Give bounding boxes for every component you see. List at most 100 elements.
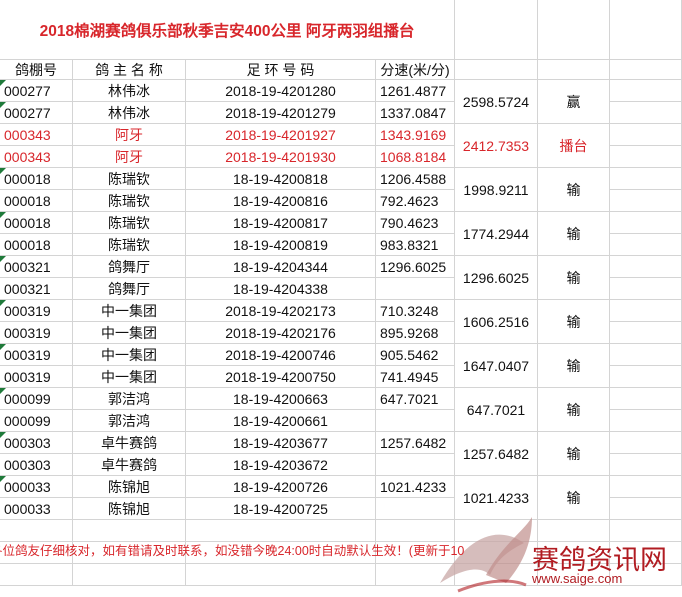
speed-cell[interactable]: 1206.4588: [376, 168, 455, 190]
speed-cell[interactable]: [376, 454, 455, 476]
header-loft[interactable]: 鸽棚号: [0, 60, 73, 80]
sheet-title[interactable]: 2018棉湖赛鸽俱乐部秋季吉安400公里 阿牙两羽组播台: [0, 0, 455, 60]
loft-cell[interactable]: 000018: [0, 234, 73, 256]
group-result-cell[interactable]: 输: [538, 300, 610, 344]
ring-cell[interactable]: 18-19-4200663: [186, 388, 376, 410]
owner-cell[interactable]: 中一集团: [73, 322, 186, 344]
header-speed[interactable]: 分速(米/分): [376, 60, 455, 80]
empty-cell[interactable]: [455, 564, 538, 586]
empty-cell[interactable]: [186, 542, 376, 564]
empty-cell[interactable]: [610, 234, 682, 256]
group-result-cell[interactable]: 输: [538, 432, 610, 476]
owner-cell[interactable]: 阿牙: [73, 146, 186, 168]
ring-cell[interactable]: 2018-19-4200750: [186, 366, 376, 388]
speed-cell[interactable]: 1343.9169: [376, 124, 455, 146]
owner-cell[interactable]: 林伟冰: [73, 102, 186, 124]
empty-cell[interactable]: [376, 542, 455, 564]
speed-cell[interactable]: 983.8321: [376, 234, 455, 256]
speed-cell[interactable]: 792.4623: [376, 190, 455, 212]
owner-cell[interactable]: 陈瑞钦: [73, 234, 186, 256]
speed-cell[interactable]: 710.3248: [376, 300, 455, 322]
owner-cell[interactable]: 阿牙: [73, 124, 186, 146]
group-result-cell[interactable]: 输: [538, 344, 610, 388]
loft-cell[interactable]: 000018: [0, 190, 73, 212]
owner-cell[interactable]: 陈锦旭: [73, 476, 186, 498]
empty-cell[interactable]: [610, 432, 682, 454]
empty-cell[interactable]: [538, 520, 610, 542]
empty-cell[interactable]: [73, 520, 186, 542]
speed-cell[interactable]: 905.5462: [376, 344, 455, 366]
empty-cell[interactable]: [538, 60, 610, 80]
empty-cell[interactable]: [610, 476, 682, 498]
empty-cell[interactable]: [610, 102, 682, 124]
header-ring[interactable]: 足 环 号 码: [186, 60, 376, 80]
group-total-cell[interactable]: 1257.6482: [455, 432, 538, 476]
empty-cell[interactable]: [376, 520, 455, 542]
group-total-cell[interactable]: 647.7021: [455, 388, 538, 432]
empty-cell[interactable]: [610, 366, 682, 388]
group-result-cell[interactable]: 输: [538, 168, 610, 212]
group-result-cell[interactable]: 输: [538, 476, 610, 520]
ring-cell[interactable]: 2018-19-4201279: [186, 102, 376, 124]
loft-cell[interactable]: 000277: [0, 80, 73, 102]
empty-cell[interactable]: [186, 564, 376, 586]
speed-cell[interactable]: 1068.8184: [376, 146, 455, 168]
group-total-cell[interactable]: 1998.9211: [455, 168, 538, 212]
owner-cell[interactable]: 陈瑞钦: [73, 212, 186, 234]
group-result-cell[interactable]: 赢: [538, 80, 610, 124]
loft-cell[interactable]: 000277: [0, 102, 73, 124]
speed-cell[interactable]: 1021.4233: [376, 476, 455, 498]
ring-cell[interactable]: 18-19-4203677: [186, 432, 376, 454]
group-total-cell[interactable]: 2412.7353: [455, 124, 538, 168]
owner-cell[interactable]: 鸽舞厅: [73, 256, 186, 278]
header-owner[interactable]: 鸽 主 名 称: [73, 60, 186, 80]
empty-cell[interactable]: [455, 60, 538, 80]
group-total-cell[interactable]: 1296.6025: [455, 256, 538, 300]
group-total-cell[interactable]: 1606.2516: [455, 300, 538, 344]
group-result-cell[interactable]: 输: [538, 388, 610, 432]
ring-cell[interactable]: 2018-19-4201280: [186, 80, 376, 102]
ring-cell[interactable]: 18-19-4200725: [186, 498, 376, 520]
ring-cell[interactable]: 18-19-4200816: [186, 190, 376, 212]
owner-cell[interactable]: 中一集团: [73, 344, 186, 366]
owner-cell[interactable]: 陈瑞钦: [73, 168, 186, 190]
empty-cell[interactable]: [73, 542, 186, 564]
ring-cell[interactable]: 2018-19-4201927: [186, 124, 376, 146]
ring-cell[interactable]: 18-19-4200817: [186, 212, 376, 234]
owner-cell[interactable]: 中一集团: [73, 300, 186, 322]
speed-cell[interactable]: 1296.6025: [376, 256, 455, 278]
empty-cell[interactable]: [610, 60, 682, 80]
loft-cell[interactable]: 000099: [0, 388, 73, 410]
loft-cell[interactable]: 000319: [0, 344, 73, 366]
empty-cell[interactable]: [610, 168, 682, 190]
empty-cell[interactable]: [610, 278, 682, 300]
speed-cell[interactable]: 1337.0847: [376, 102, 455, 124]
speed-cell[interactable]: 647.7021: [376, 388, 455, 410]
empty-cell[interactable]: [186, 520, 376, 542]
empty-cell[interactable]: [0, 564, 73, 586]
empty-cell[interactable]: [610, 146, 682, 168]
owner-cell[interactable]: 中一集团: [73, 366, 186, 388]
owner-cell[interactable]: 陈瑞钦: [73, 190, 186, 212]
speed-cell[interactable]: [376, 410, 455, 432]
loft-cell[interactable]: 000033: [0, 498, 73, 520]
loft-cell[interactable]: 000303: [0, 432, 73, 454]
owner-cell[interactable]: 卓牛赛鸽: [73, 454, 186, 476]
speed-cell[interactable]: 790.4623: [376, 212, 455, 234]
group-result-cell[interactable]: 播台: [538, 124, 610, 168]
ring-cell[interactable]: 18-19-4203672: [186, 454, 376, 476]
ring-cell[interactable]: 18-19-4200819: [186, 234, 376, 256]
ring-cell[interactable]: 18-19-4200661: [186, 410, 376, 432]
empty-cell[interactable]: [610, 344, 682, 366]
empty-cell[interactable]: [610, 300, 682, 322]
empty-cell[interactable]: [610, 0, 682, 60]
empty-cell[interactable]: [0, 542, 73, 564]
empty-cell[interactable]: [538, 0, 610, 60]
owner-cell[interactable]: 郭洁鸿: [73, 410, 186, 432]
speed-cell[interactable]: 1261.4877: [376, 80, 455, 102]
empty-cell[interactable]: [610, 322, 682, 344]
loft-cell[interactable]: 000321: [0, 278, 73, 300]
empty-cell[interactable]: [610, 410, 682, 432]
group-total-cell[interactable]: 1647.0407: [455, 344, 538, 388]
loft-cell[interactable]: 000343: [0, 146, 73, 168]
